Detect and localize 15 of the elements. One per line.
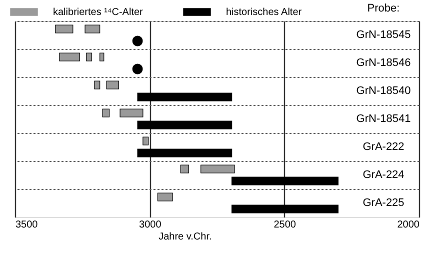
legend-label: kalibriertes ¹⁴C-Alter (53, 7, 144, 18)
x-tick-label: 2000 (397, 220, 420, 230)
x-tick-label: 2500 (274, 220, 296, 230)
y-tick-label: GrA-222 (362, 141, 404, 153)
y-tick-label: GrN-18541 (356, 113, 411, 125)
y-tick-label: GrN-18546 (356, 57, 411, 69)
x-axis-title: Jahre v.Chr. (158, 232, 212, 242)
x-tick-label: 3500 (16, 220, 38, 230)
legend-label: historisches Alter (226, 7, 302, 18)
y-axis-title: Probe: (367, 2, 400, 14)
x-tick-label: 3000 (139, 220, 162, 230)
y-tick-label: GrA-224 (362, 169, 404, 181)
y-tick-label: GrN-18545 (356, 29, 411, 41)
y-tick-label: GrA-225 (362, 197, 404, 209)
y-tick-label: GrN-18540 (356, 85, 411, 97)
